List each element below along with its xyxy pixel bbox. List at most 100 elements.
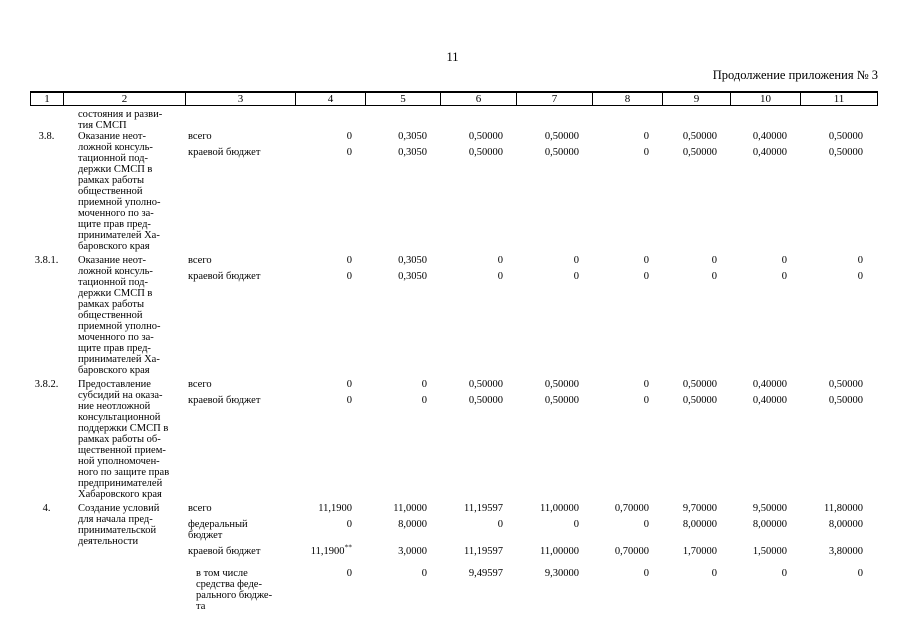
value-text: 0,70000 bbox=[614, 546, 649, 557]
table-row: 3.8. Оказание неот-ложной консуль-тационн… bbox=[30, 131, 878, 252]
table-column: всего краевой бюджет bbox=[185, 255, 295, 287]
value-text: 0,50000 bbox=[468, 147, 503, 158]
table-column: 0,3050 0,3050 bbox=[365, 131, 440, 163]
table-header-row: 1 2 3 4 5 6 7 8 9 10 11 bbox=[30, 91, 878, 106]
value-cell: 0,3050 bbox=[365, 147, 440, 163]
value-cell: 0,50000 bbox=[516, 147, 592, 163]
value-text: 0,3050 bbox=[398, 271, 427, 282]
item-name-line: состояния и разви- bbox=[78, 109, 163, 120]
value-cell: 0,50000 bbox=[800, 131, 876, 147]
value-cell: 8,00000 bbox=[800, 519, 876, 546]
value-cell: 0 bbox=[295, 255, 365, 271]
value-text: 0 bbox=[573, 519, 579, 530]
value-cell: 0 bbox=[800, 568, 876, 617]
value-cell: 1,50000 bbox=[730, 546, 800, 562]
column-number-cell: 4 bbox=[296, 93, 366, 105]
value-cell: 11,1900** bbox=[295, 542, 365, 562]
table-column: 0,50000 0,50000 bbox=[516, 379, 592, 411]
value-cell: 0 bbox=[662, 568, 730, 617]
table-column: 0,50000 0,50000 bbox=[516, 131, 592, 163]
value-text: 11,00000 bbox=[540, 546, 579, 557]
value-text: 0 bbox=[573, 271, 579, 282]
value-text: 0,3050 bbox=[398, 131, 427, 142]
value-cell: 0 bbox=[365, 379, 440, 395]
table-column: состояния и разви-тия СМСП bbox=[63, 109, 185, 131]
table-column: Оказание неот-ложной консуль-тационной п… bbox=[63, 131, 185, 252]
item-name-line: Оказание неот- bbox=[78, 131, 146, 142]
value-cell: 0 bbox=[662, 271, 730, 287]
table-column: 11,1900 0 11,1900** 0 bbox=[295, 503, 365, 617]
budget-label-line: средства феде- bbox=[196, 579, 262, 590]
table-column: 11,19597 0 11,19597 9,49597 bbox=[440, 503, 516, 617]
item-name-line: Создание условий bbox=[78, 503, 160, 514]
budget-label-line: рального бюдже- bbox=[196, 590, 273, 601]
item-name-line: Оказание неот- bbox=[78, 255, 146, 266]
value-text: 0,40000 bbox=[752, 379, 787, 390]
column-number-cell: 1 bbox=[31, 93, 64, 105]
value-cell: 0,70000 bbox=[592, 503, 662, 519]
item-name-line: ние неотложной bbox=[78, 401, 151, 412]
table-column: 9,70000 8,00000 1,70000 0 bbox=[662, 503, 730, 617]
value-text: 0,3050 bbox=[398, 147, 427, 158]
item-name-line: принимателей Ха- bbox=[78, 354, 160, 365]
value-cell: 0,50000 bbox=[440, 147, 516, 163]
value-text: 11,0000 bbox=[393, 503, 427, 514]
value-cell: 0 bbox=[440, 255, 516, 271]
value-text: 11,00000 bbox=[540, 503, 579, 514]
budget-label: всего bbox=[188, 255, 295, 271]
item-name-line: рамках работы bbox=[78, 175, 145, 186]
budget-label: краевой бюджет bbox=[188, 147, 295, 163]
value-text: 0 bbox=[643, 255, 649, 266]
value-cell: 11,00000 bbox=[516, 503, 592, 519]
value-cell: 0 bbox=[365, 395, 440, 411]
item-name-line: рамках работы об- bbox=[78, 434, 161, 445]
value-text: 0,70000 bbox=[614, 503, 649, 514]
value-text: 0,50000 bbox=[828, 131, 863, 142]
value-cell: 0 bbox=[516, 271, 592, 287]
table-column: 0,50000 0,50000 bbox=[800, 379, 876, 411]
value-cell: 0,50000 bbox=[662, 395, 730, 411]
value-cell: 11,80000 bbox=[800, 503, 876, 519]
value-cell: 9,30000 bbox=[516, 568, 592, 617]
value-text: 0 bbox=[346, 147, 352, 158]
value-cell: 0 bbox=[516, 519, 592, 546]
continuation-note: Продолжение приложения № 3 bbox=[712, 68, 878, 82]
value-text: 9,30000 bbox=[544, 568, 579, 579]
value-text: 0 bbox=[497, 271, 503, 282]
value-text: 0,50000 bbox=[544, 379, 579, 390]
value-cell: 0 bbox=[440, 271, 516, 287]
table-column: 3.8.2. bbox=[30, 379, 63, 390]
table-body: состояния и разви-тия СМСП 3.8. Оказание н… bbox=[30, 106, 878, 617]
budget-label: всего bbox=[188, 379, 295, 395]
value-text: 9,49597 bbox=[468, 568, 503, 579]
value-cell: 11,1900 bbox=[295, 503, 365, 519]
value-cell: 0,50000 bbox=[440, 395, 516, 411]
value-text: 0,50000 bbox=[544, 395, 579, 406]
value-text: 11,1900 bbox=[318, 503, 352, 514]
table-column: 0,50000 0,50000 bbox=[662, 379, 730, 411]
value-text: 0 bbox=[643, 147, 649, 158]
item-name-line: тационной под- bbox=[78, 153, 149, 164]
value-text: 0,40000 bbox=[752, 147, 787, 158]
value-text: 9,50000 bbox=[752, 503, 787, 514]
value-text: 11,1900** bbox=[310, 542, 352, 557]
value-text: 0 bbox=[781, 271, 787, 282]
budget-label-line: бюджет bbox=[188, 530, 223, 541]
item-name-line: щественной прием- bbox=[78, 445, 166, 456]
value-cell: 0,50000 bbox=[800, 147, 876, 163]
table-row: 3.8.2. Предоставление субсидий на оказа-ни… bbox=[30, 379, 878, 500]
table-column: 11,80000 8,00000 3,80000 0 bbox=[800, 503, 876, 617]
value-cell: 0,50000 bbox=[662, 379, 730, 395]
item-name-line: ложной консуль- bbox=[78, 266, 153, 277]
column-number-cell: 8 bbox=[593, 93, 663, 105]
value-text: 0 bbox=[421, 568, 427, 579]
value-text: 0 bbox=[346, 519, 352, 530]
table-row: 3.8.1. Оказание неот-ложной консуль-тацио… bbox=[30, 255, 878, 376]
value-text: 1,70000 bbox=[682, 546, 717, 557]
item-name-line: ной уполномочен- bbox=[78, 456, 160, 467]
item-name-line: Предоставление bbox=[78, 379, 151, 390]
item-number: 3.8.2. bbox=[34, 379, 59, 390]
